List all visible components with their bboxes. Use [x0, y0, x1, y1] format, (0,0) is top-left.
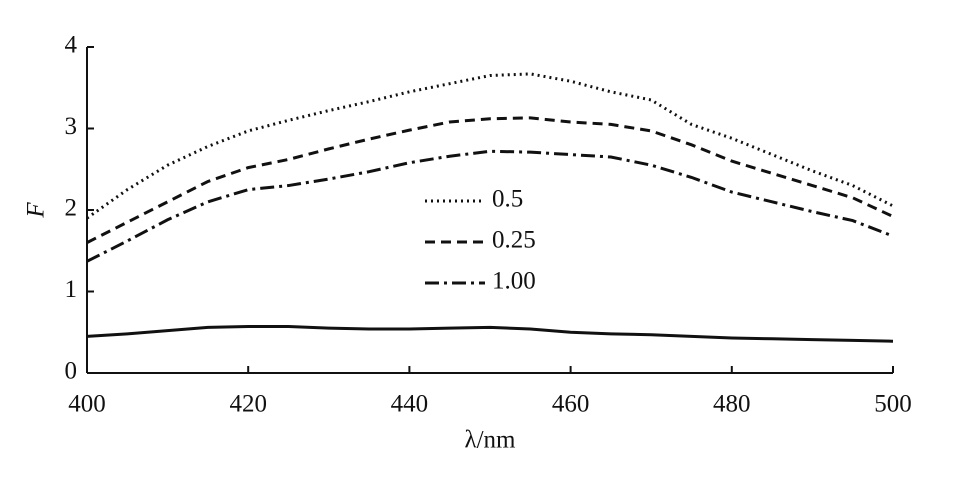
x-tick-label: 420 — [229, 391, 267, 418]
x-tick-label: 460 — [552, 391, 590, 418]
y-tick-label: 2 — [65, 195, 78, 222]
y-tick-label: 1 — [65, 276, 78, 303]
x-tick-label: 500 — [874, 391, 912, 418]
series-line — [86, 116, 894, 244]
x-tick-label: 480 — [713, 391, 751, 418]
x-tick-label: 400 — [68, 391, 106, 418]
y-tick-label: 4 — [65, 32, 78, 59]
x-axis-label: λ/nm — [464, 427, 516, 454]
series-line — [86, 325, 894, 343]
legend-label: 0.5 — [492, 186, 523, 213]
legend-label: 0.25 — [492, 227, 536, 254]
series-line — [86, 149, 894, 263]
y-tick-label: 0 — [65, 358, 78, 385]
y-tick-label: 3 — [65, 113, 78, 140]
series-line — [86, 72, 894, 220]
legend-label: 1.00 — [492, 268, 536, 295]
x-tick-label: 440 — [391, 391, 429, 418]
y-axis-label: F — [23, 202, 50, 219]
